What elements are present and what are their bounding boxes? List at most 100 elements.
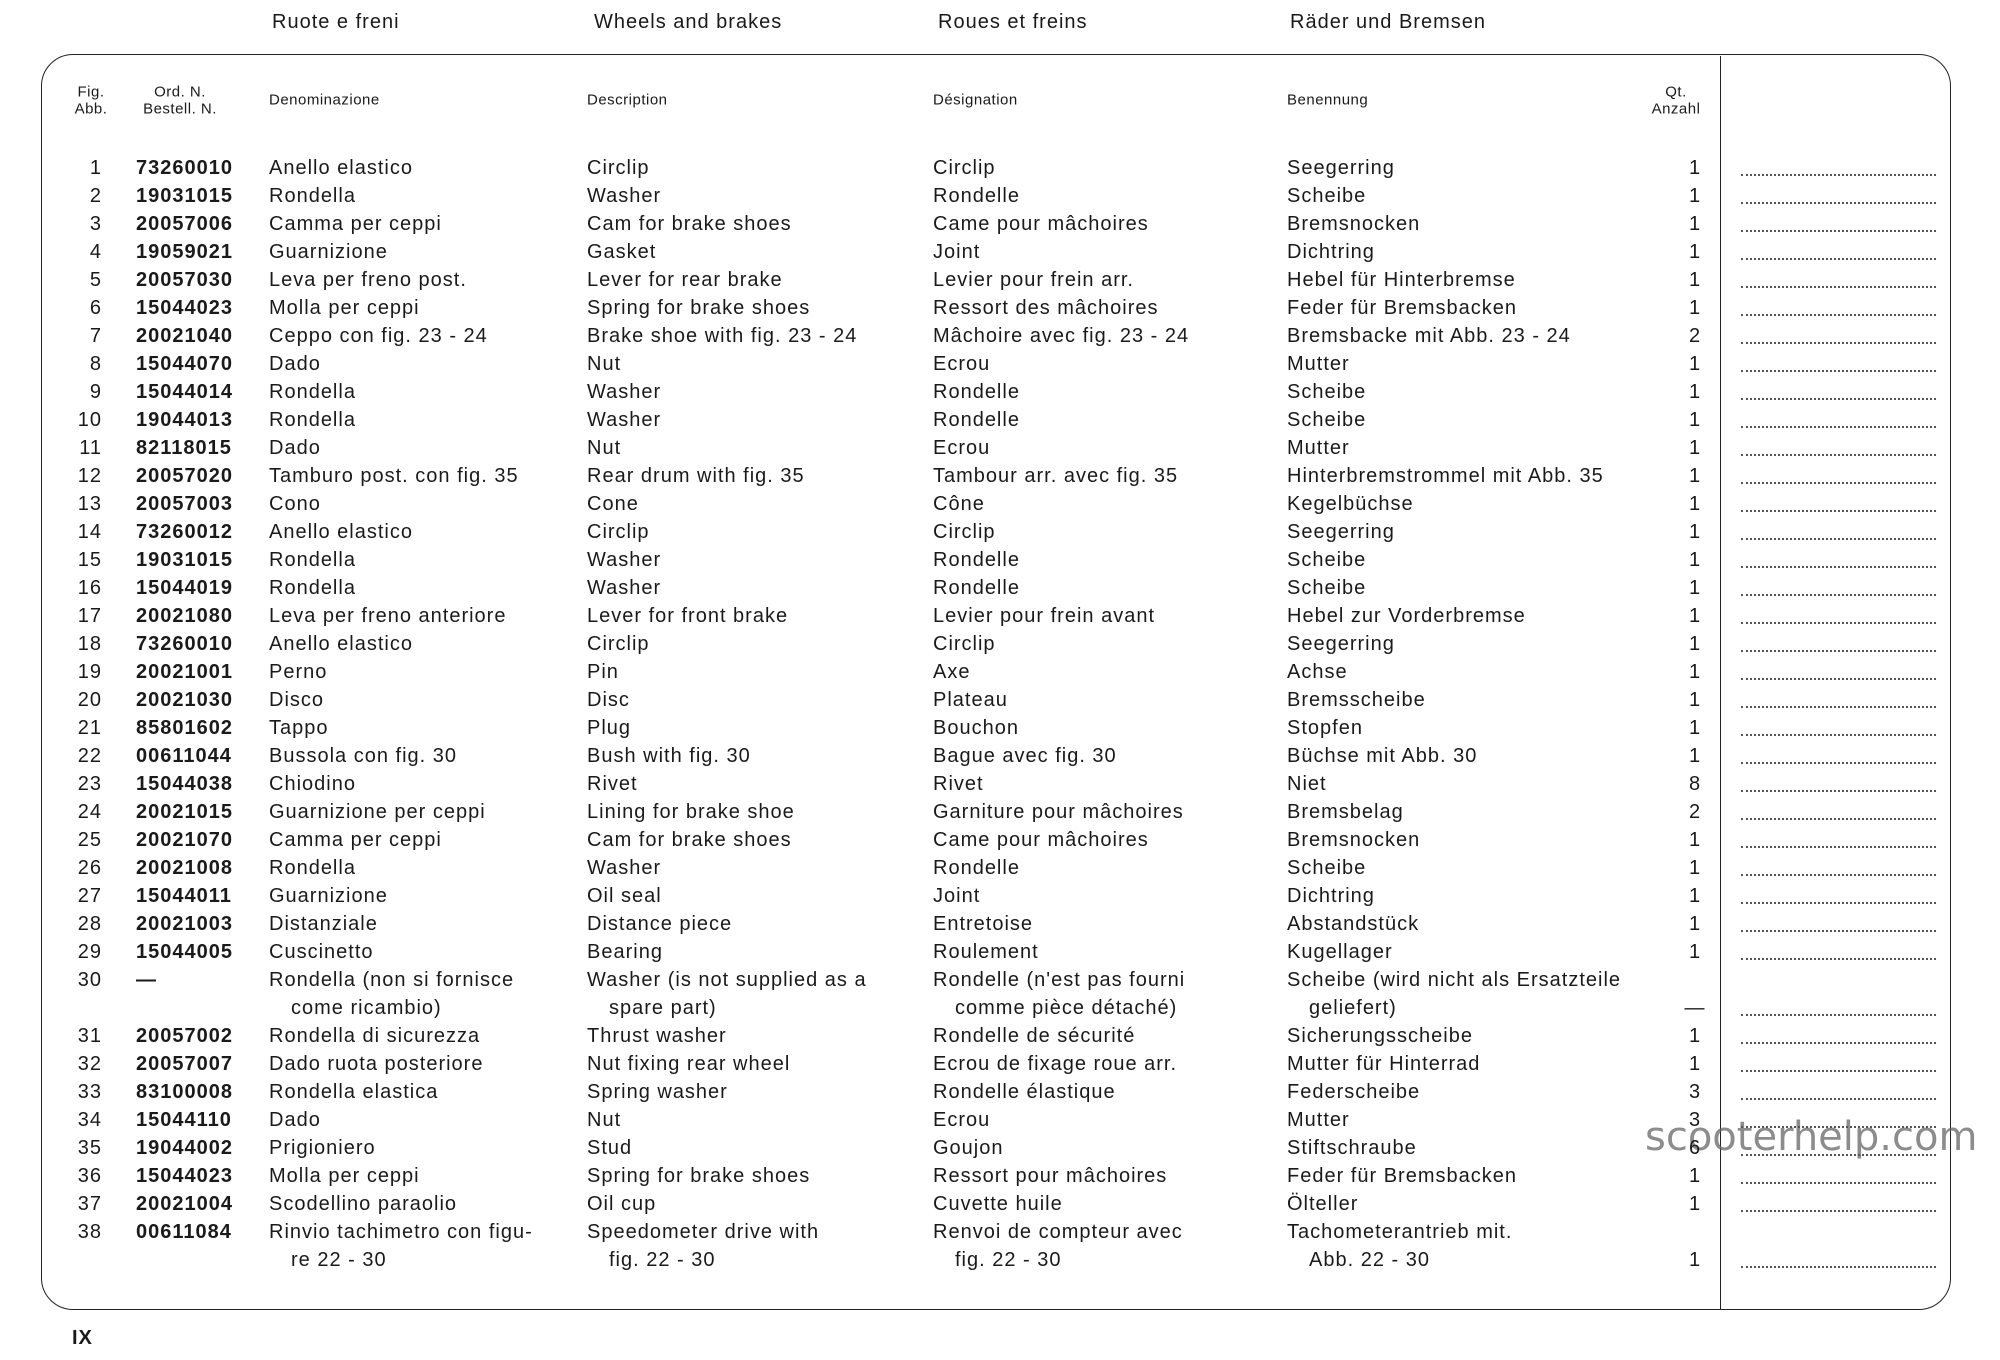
name-fr: Levier pour frein avant <box>933 605 1156 627</box>
name-de: Scheibe <box>1287 409 1367 431</box>
name-it: Rondella di sicurezza <box>269 1025 481 1047</box>
name-fr: Renvoi de compteur avec <box>933 1221 1183 1243</box>
column-header: Ord. N. <box>154 83 206 100</box>
name-de: Dichtring <box>1287 241 1375 263</box>
quantity: 1 <box>1688 829 1702 851</box>
notes-line <box>1741 1210 1936 1212</box>
name-fr: Joint <box>933 241 981 263</box>
order-number: 85801602 <box>136 717 233 739</box>
name-it: Rondella <box>269 857 356 879</box>
order-number: 20021003 <box>136 913 233 935</box>
order-number: 20021015 <box>136 801 233 823</box>
name-fr: Roulement <box>933 941 1039 963</box>
name-fr: Circlip <box>933 633 996 655</box>
notes-line <box>1741 510 1936 512</box>
name-fr: Rondelle <box>933 381 1020 403</box>
order-number: 15044070 <box>136 353 233 375</box>
name-it: Distanziale <box>269 913 378 935</box>
name-fr: Ecrou <box>933 437 991 459</box>
order-number: 20021030 <box>136 689 233 711</box>
name-de: Scheibe <box>1287 577 1367 599</box>
notes-line <box>1741 202 1936 204</box>
name-en: Disc <box>587 689 630 711</box>
name-it: Rondella (non si fornisce <box>269 969 515 991</box>
section-title: Roues et freins <box>938 11 1088 33</box>
name-fr: Bague avec fig. 30 <box>933 745 1117 767</box>
name-fr: Rondelle <box>933 577 1020 599</box>
name-fr: Rondelle (n'est pas fourni <box>933 969 1186 991</box>
name-en: Washer <box>587 185 662 207</box>
quantity: 2 <box>1688 801 1702 823</box>
name-fr: Rondelle <box>933 409 1020 431</box>
fig-number: 20 <box>77 689 102 711</box>
order-number: 15044023 <box>136 1165 233 1187</box>
column-header: Qt. <box>1665 83 1687 100</box>
name-fr: Cône <box>933 493 985 515</box>
column-header: Denominazione <box>269 91 380 109</box>
name-it: Leva per freno anteriore <box>269 605 507 627</box>
order-number: 20021001 <box>136 661 233 683</box>
order-number: 20021008 <box>136 857 233 879</box>
order-number: 15044023 <box>136 297 233 319</box>
name-en: Nut <box>587 1109 622 1131</box>
fig-number: 31 <box>77 1025 102 1047</box>
name-de: Feder für Bremsbacken <box>1287 1165 1517 1187</box>
name-it: re 22 - 30 <box>291 1249 387 1271</box>
name-en: Stud <box>587 1137 633 1159</box>
notes-line <box>1741 314 1936 316</box>
name-it: Prigioniero <box>269 1137 376 1159</box>
name-it: Molla per ceppi <box>269 1165 420 1187</box>
name-de: Abb. 22 - 30 <box>1309 1249 1430 1271</box>
name-en: Pin <box>587 661 619 683</box>
quantity: 1 <box>1688 857 1702 879</box>
notes-line <box>1741 622 1936 624</box>
name-it: Dado <box>269 437 321 459</box>
fig-number: 17 <box>77 605 102 627</box>
quantity: 1 <box>1688 185 1702 207</box>
name-it: come ricambio) <box>291 997 442 1019</box>
fig-number: 3 <box>89 213 102 235</box>
notes-line <box>1741 370 1936 372</box>
quantity: 1 <box>1688 745 1702 767</box>
name-en: Distance piece <box>587 913 733 935</box>
notes-line <box>1741 818 1936 820</box>
name-de: Mutter <box>1287 353 1350 375</box>
fig-number: 8 <box>89 353 102 375</box>
order-number: 15044110 <box>136 1109 232 1131</box>
name-de: Stopfen <box>1287 717 1363 739</box>
name-de: Scheibe <box>1287 549 1367 571</box>
order-number: 15044038 <box>136 773 233 795</box>
name-en: Cam for brake shoes <box>587 829 792 851</box>
column-header: Abb. <box>74 100 108 117</box>
notes-line <box>1741 1266 1936 1268</box>
name-en: spare part) <box>609 997 717 1019</box>
fig-number: 9 <box>89 381 102 403</box>
name-de: Bremsbelag <box>1287 801 1404 823</box>
fig-number: 38 <box>77 1221 102 1243</box>
name-en: Lever for rear brake <box>587 269 783 291</box>
quantity: 1 <box>1688 1249 1702 1271</box>
fig-number: 29 <box>77 941 102 963</box>
name-fr: Tambour arr. avec fig. 35 <box>933 465 1179 487</box>
name-en: Plug <box>587 717 632 739</box>
name-fr: Goujon <box>933 1137 1004 1159</box>
notes-line <box>1741 594 1936 596</box>
name-de: Abstandstück <box>1287 913 1420 935</box>
name-it: Tamburo post. con fig. 35 <box>269 465 519 487</box>
name-it: Guarnizione per ceppi <box>269 801 486 823</box>
fig-number: 35 <box>77 1137 102 1159</box>
name-it: Rondella <box>269 381 356 403</box>
name-de: Kugellager <box>1287 941 1393 963</box>
order-number: 19044013 <box>136 409 233 431</box>
name-de: Dichtring <box>1287 885 1375 907</box>
name-fr: Ecrou <box>933 1109 991 1131</box>
section-title: Ruote e freni <box>272 11 400 33</box>
fig-number: 11 <box>79 437 102 459</box>
notes-line <box>1741 902 1936 904</box>
name-de: Mutter für Hinterrad <box>1287 1053 1481 1075</box>
name-en: Oil seal <box>587 885 662 907</box>
quantity: 1 <box>1688 381 1702 403</box>
order-number: 15044011 <box>136 885 232 907</box>
name-de: Bremsbacke mit Abb. 23 - 24 <box>1287 325 1571 347</box>
name-en: Spring for brake shoes <box>587 297 811 319</box>
